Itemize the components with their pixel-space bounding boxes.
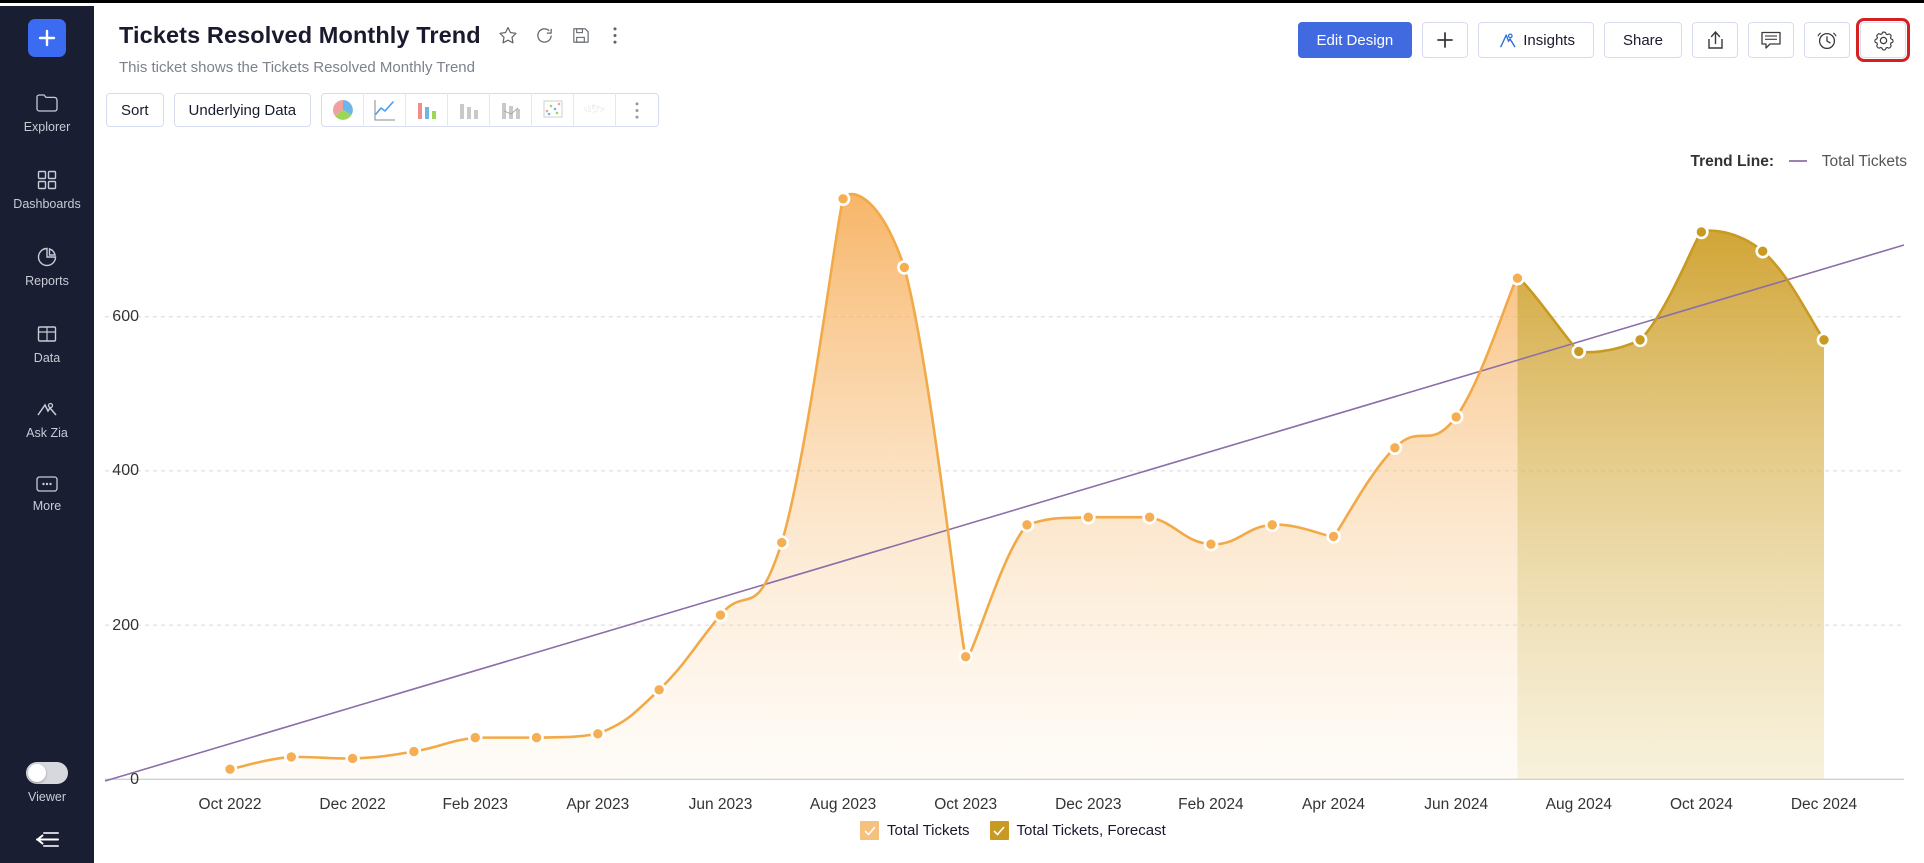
svg-text:Dec 2022: Dec 2022 (319, 796, 385, 813)
svg-text:Trend Line:: Trend Line: (1690, 153, 1774, 170)
svg-text:Feb 2023: Feb 2023 (442, 796, 508, 813)
svg-text:Apr 2023: Apr 2023 (566, 796, 629, 813)
svg-text:400: 400 (112, 462, 139, 479)
svg-text:Jun 2024: Jun 2024 (1424, 796, 1488, 813)
svg-text:Dec 2023: Dec 2023 (1055, 796, 1121, 813)
svg-text:Aug 2024: Aug 2024 (1546, 796, 1613, 813)
svg-text:Dec 2024: Dec 2024 (1791, 796, 1858, 813)
svg-text:Total Tickets: Total Tickets (1822, 153, 1908, 170)
svg-text:600: 600 (112, 308, 139, 325)
svg-text:Oct 2024: Oct 2024 (1670, 796, 1733, 813)
svg-text:Oct 2023: Oct 2023 (934, 796, 997, 813)
svg-text:Jun 2023: Jun 2023 (689, 796, 753, 813)
svg-text:Feb 2024: Feb 2024 (1178, 796, 1244, 813)
svg-text:Aug 2023: Aug 2023 (810, 796, 876, 813)
svg-text:Apr 2024: Apr 2024 (1302, 796, 1365, 813)
svg-text:Oct 2022: Oct 2022 (199, 796, 262, 813)
svg-text:200: 200 (112, 617, 139, 634)
